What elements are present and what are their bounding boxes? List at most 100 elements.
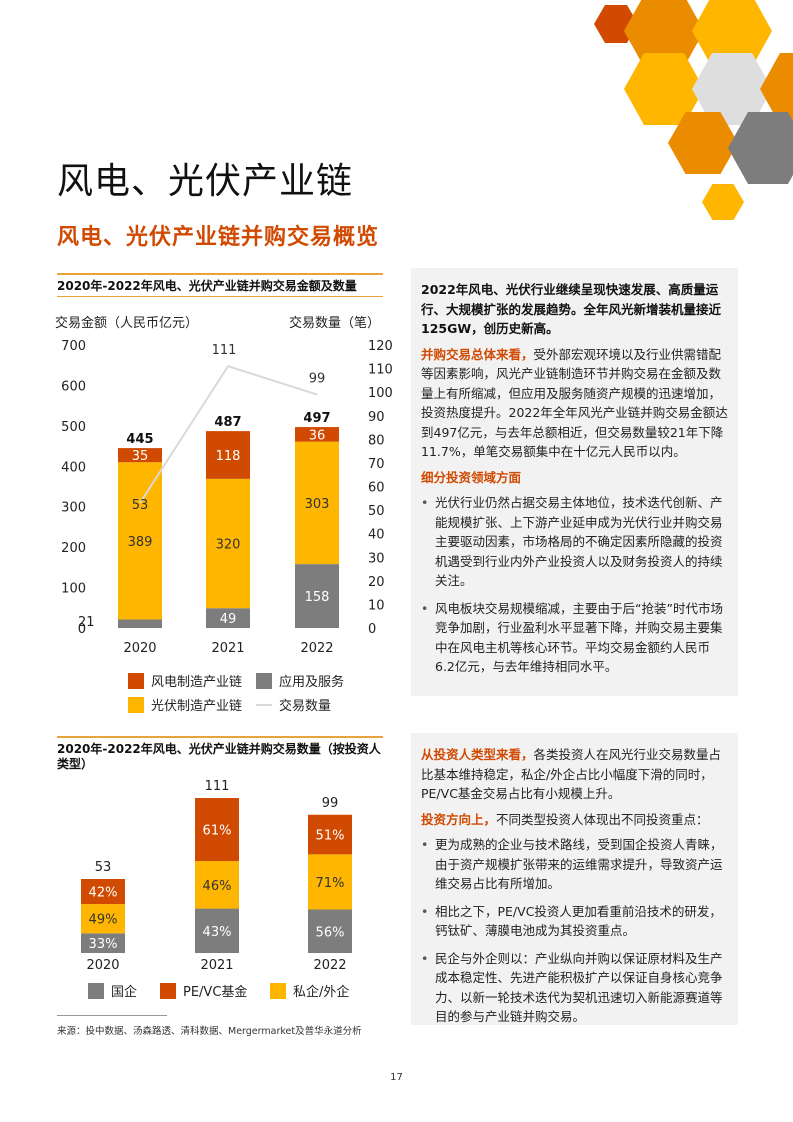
bar-segment bbox=[308, 909, 352, 953]
total-label: 497 bbox=[303, 411, 330, 426]
panel2-bullets: 更为成熟的企业与技术路线，受到国企投资人青睐，由于资产规模扩张带来的运维需求提升… bbox=[421, 835, 728, 1027]
share-label: 56% bbox=[316, 925, 345, 940]
share-label: 43% bbox=[203, 925, 232, 940]
total-label: 445 bbox=[126, 432, 153, 447]
chart2-heading: 2020年-2022年风电、光伏产业链并购交易数量（按投资人类型） bbox=[57, 736, 383, 772]
total-label: 53 bbox=[95, 860, 112, 875]
y-tick-label: 300 bbox=[61, 501, 86, 516]
count-line bbox=[139, 365, 318, 504]
services-swatch-icon bbox=[256, 672, 272, 689]
panel1-lead: 2022年风电、光伏行业继续呈现快速发展、高质量运行、大规模扩张的发展趋势。全年… bbox=[421, 282, 722, 336]
panel2-paragraph-2: 投资方向上，不同类型投资人体现出不同投资重点： bbox=[421, 810, 728, 830]
bar-segment bbox=[81, 933, 125, 953]
private-swatch-icon bbox=[270, 982, 286, 999]
y2-tick-label: 100 bbox=[368, 386, 393, 401]
x-tick-label: 2021 bbox=[200, 958, 233, 973]
panel1-text: 受外部宏观环境以及行业供需错配等因素影响，风光产业链制造环节并购交易在金额及数量… bbox=[421, 346, 728, 460]
data-label: 49 bbox=[220, 612, 237, 627]
legend-pevc-label: PE/VC基金 bbox=[183, 985, 248, 1000]
hex-small-yellow-icon bbox=[702, 184, 744, 220]
y-tick-label: 100 bbox=[61, 582, 86, 597]
data-label: 21 bbox=[78, 615, 95, 630]
y2-tick-label: 60 bbox=[368, 481, 385, 496]
bar-segment bbox=[81, 878, 125, 905]
legend-pevc: PE/VC基金 bbox=[160, 981, 247, 1000]
x-tick-label: 2021 bbox=[211, 641, 244, 656]
bar-segment bbox=[118, 619, 162, 628]
legend-services: 应用及服务 bbox=[256, 671, 344, 690]
chart1-heading: 2020年-2022年风电、光伏产业链并购交易金额及数量 bbox=[57, 273, 383, 294]
y2-tick-label: 80 bbox=[368, 433, 385, 448]
legend-wind-label: 风电制造产业链 bbox=[151, 675, 243, 690]
data-label: 320 bbox=[216, 538, 241, 553]
count-label: 111 bbox=[212, 343, 237, 358]
total-label: 487 bbox=[214, 415, 241, 430]
list-item: 相比之下，PE/VC投资人更加看重前沿技术的研发，钙钛矿、薄膜电池成为其投资重点… bbox=[421, 902, 728, 941]
page-number: 17 bbox=[390, 1072, 403, 1083]
bar-segment bbox=[308, 854, 352, 910]
amount-count-chart: 交易金额（人民币亿元） 交易数量（笔） 01002003004005006007… bbox=[55, 315, 393, 656]
y2-tick-label: 20 bbox=[368, 575, 385, 590]
total-label: 99 bbox=[322, 796, 339, 811]
y2-tick-label: 110 bbox=[368, 363, 393, 378]
share-label: 46% bbox=[203, 879, 232, 894]
legend-soe: 国企 bbox=[88, 981, 137, 1000]
wind-swatch-icon bbox=[128, 672, 144, 689]
bar-segment bbox=[195, 798, 239, 862]
hexagon-decoration bbox=[0, 0, 793, 230]
list-item: 光伏行业仍然占据交易主体地位，技术迭代创新、产能规模扩张、上下游产业延申成为光伏… bbox=[421, 493, 728, 591]
data-label: 35 bbox=[132, 449, 149, 464]
legend-private-label: 私企/外企 bbox=[293, 985, 350, 1000]
share-label: 51% bbox=[316, 829, 345, 844]
panel1-paragraph: 并购交易总体来看，受外部宏观环境以及行业供需错配等因素影响，风光产业链制造环节并… bbox=[421, 345, 728, 462]
data-label: 36 bbox=[309, 428, 326, 443]
list-item: 民企与外企则以：产业纵向并购以保证原材料及生产成本稳定性、先进产能积极扩产以保证… bbox=[421, 949, 728, 1027]
chart1-heading-rule bbox=[57, 296, 383, 297]
bar-segment bbox=[206, 431, 250, 479]
y2-tick-label: 10 bbox=[368, 598, 385, 613]
data-label: 389 bbox=[128, 535, 153, 550]
share-label: 33% bbox=[89, 937, 118, 952]
share-label: 61% bbox=[203, 824, 232, 839]
y-tick-label: 700 bbox=[61, 339, 86, 354]
y-tick-label: 500 bbox=[61, 420, 86, 435]
bar-segment bbox=[118, 462, 162, 620]
legend-private: 私企/外企 bbox=[270, 981, 349, 1000]
bar-segment bbox=[295, 564, 339, 628]
bar-segment bbox=[81, 904, 125, 934]
panel2-highlight-2: 投资方向上， bbox=[421, 811, 497, 827]
data-label: 158 bbox=[305, 590, 330, 605]
panel2-paragraph-1: 从投资人类型来看，各类投资人在风光行业交易数量占比基本维持稳定，私企/外企占比小… bbox=[421, 745, 728, 804]
share-label: 42% bbox=[89, 886, 118, 901]
panel2-highlight-1: 从投资人类型来看， bbox=[421, 747, 534, 762]
share-label: 71% bbox=[316, 876, 345, 891]
pevc-swatch-icon bbox=[160, 982, 176, 999]
left-axis-label: 交易金额（人民币亿元） bbox=[55, 315, 198, 331]
hex-yellow-icon bbox=[668, 112, 738, 174]
panel1-bullets: 光伏行业仍然占据交易主体地位，技术迭代创新、产能规模扩张、上下游产业延申成为光伏… bbox=[421, 493, 728, 677]
y-tick-label: 400 bbox=[61, 460, 86, 475]
page-title: 风电、光伏产业链 bbox=[57, 161, 354, 202]
bar-segment bbox=[295, 427, 339, 442]
investor-type-chart: 33% 49% 42% 53 2020 43% 46% 61% 111 2021 56% 71% 51%… bbox=[81, 779, 352, 973]
y2-tick-label: 120 bbox=[368, 339, 393, 354]
legend-solar: 光伏制造产业链 bbox=[128, 695, 242, 714]
bar-segment bbox=[195, 861, 239, 909]
panel1-subhead: 细分投资领域方面 bbox=[421, 469, 522, 485]
list-item: 风电板块交易规模缩减，主要由于后“抢装”时代市场竞争加剧，行业盈利水平显著下降，… bbox=[421, 599, 728, 677]
y-tick-label: 0 bbox=[78, 622, 86, 637]
bar-segment bbox=[295, 441, 339, 565]
source-note: 来源：投中数据、汤森路透、清科数据、Mergermarket及普华永道分析 bbox=[57, 1026, 362, 1037]
data-label: 118 bbox=[216, 449, 241, 464]
legend-count-label: 交易数量 bbox=[279, 699, 332, 714]
y2-tick-label: 30 bbox=[368, 551, 385, 566]
bar-segment bbox=[118, 448, 162, 463]
count-label: 99 bbox=[309, 372, 326, 387]
y2-tick-label: 50 bbox=[368, 504, 385, 519]
legend-services-label: 应用及服务 bbox=[279, 675, 345, 690]
bar-segment bbox=[206, 478, 250, 609]
y2-tick-label: 40 bbox=[368, 528, 385, 543]
share-label: 49% bbox=[89, 913, 118, 928]
y2-tick-label: 90 bbox=[368, 410, 385, 425]
legend-wind: 风电制造产业链 bbox=[128, 671, 242, 690]
